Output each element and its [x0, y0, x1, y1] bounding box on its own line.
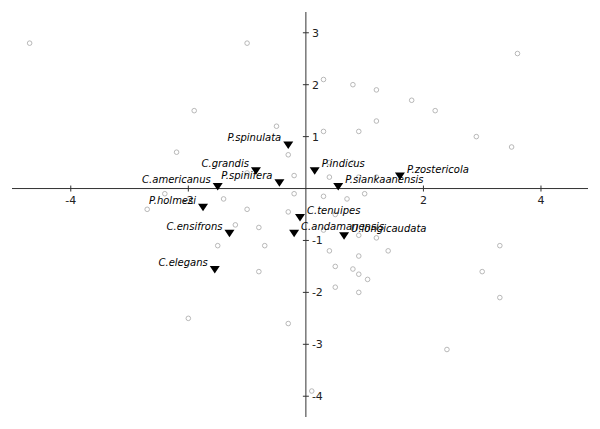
circle-point	[374, 88, 379, 93]
point-label: U.longicaudata	[351, 223, 426, 234]
point-label: P.spinifera	[221, 170, 272, 181]
x-tick	[70, 186, 71, 192]
chart: -4-224-4-3-2-1123P.spinulataC.grandisP.s…	[0, 0, 600, 429]
circle-point	[345, 197, 350, 202]
point-label: P.zostericola	[407, 164, 469, 175]
circle-point	[445, 347, 450, 352]
circle-point	[474, 134, 479, 139]
circle-point	[27, 41, 32, 46]
x-tick	[423, 186, 424, 192]
circle-point	[362, 191, 367, 196]
circle-point	[327, 249, 332, 254]
point-label: C.americanus	[142, 174, 211, 185]
circle-point	[327, 175, 332, 180]
circle-point	[221, 197, 226, 202]
circle-point	[409, 98, 414, 103]
circle-point	[309, 389, 314, 394]
circle-point	[145, 207, 150, 212]
circle-point	[292, 191, 297, 196]
circle-point	[509, 145, 514, 150]
triangle-point	[333, 183, 343, 191]
circle-point	[245, 207, 250, 212]
circle-point	[321, 129, 326, 134]
y-tick	[303, 84, 309, 85]
triangle-point	[210, 266, 220, 274]
point-labels: P.spinulata C.grandisP.spinifera C.america…	[142, 132, 469, 268]
x-tick-label: 4	[537, 194, 544, 207]
circle-point	[321, 77, 326, 82]
circle-point	[374, 119, 379, 124]
circle-point	[356, 129, 361, 134]
point-label: C.tenuipes	[307, 205, 360, 216]
y-tick	[303, 344, 309, 345]
point-label: P.siankaanensis	[345, 174, 423, 185]
y-tick-label: -1	[312, 234, 323, 247]
triangle-point	[289, 230, 299, 238]
circle-point	[257, 225, 262, 230]
y-tick	[303, 32, 309, 33]
circle-point	[356, 290, 361, 295]
triangle-point	[310, 167, 320, 175]
y-tick	[303, 136, 309, 137]
circle-point	[480, 269, 485, 274]
circle-point	[245, 41, 250, 46]
x-tick-label: -4	[65, 194, 76, 207]
y-tick-label: -3	[312, 338, 323, 351]
triangle-point	[213, 183, 223, 191]
circle-point	[292, 173, 297, 178]
circle-point	[433, 108, 438, 113]
triangle-point	[198, 204, 208, 212]
circle-point	[333, 264, 338, 269]
point-label: C.elegans	[158, 257, 207, 268]
point-label: C.grandis	[201, 158, 248, 169]
circle-point	[274, 124, 279, 129]
triangle-point	[339, 232, 349, 240]
y-tick	[303, 292, 309, 293]
circle-point	[374, 236, 379, 241]
marks	[27, 41, 519, 393]
point-label: P.indicus	[322, 158, 365, 169]
y-tick	[303, 396, 309, 397]
x-tick	[188, 186, 189, 192]
circle-point	[498, 243, 503, 248]
triangle-point	[283, 141, 293, 149]
circle-point	[515, 51, 520, 56]
circle-point	[286, 210, 291, 215]
x-tick-label: 2	[420, 194, 427, 207]
circle-point	[386, 249, 391, 254]
circle-point	[351, 82, 356, 87]
triangle-point	[274, 179, 284, 187]
point-label: P.spinulata	[227, 132, 281, 143]
circle-point	[215, 243, 220, 248]
circle-point	[186, 316, 191, 321]
circle-point	[262, 243, 267, 248]
circle-point	[233, 223, 238, 228]
circle-point	[351, 267, 356, 272]
point-label: C.ensifrons	[167, 221, 223, 232]
circle-point	[365, 277, 370, 282]
circle-point	[192, 108, 197, 113]
point-label: P.holmesi	[149, 195, 196, 206]
circle-point	[356, 272, 361, 277]
y-tick	[303, 240, 309, 241]
circle-point	[498, 295, 503, 300]
y-tick-label: 3	[312, 27, 319, 40]
circle-point	[286, 152, 291, 157]
x-tick	[540, 186, 541, 192]
circle-point	[356, 254, 361, 259]
y-tick-label: -2	[312, 286, 323, 299]
triangle-point	[224, 230, 234, 238]
circle-point	[286, 321, 291, 326]
circle-point	[333, 285, 338, 290]
circle-point	[257, 269, 262, 274]
y-tick-label: 2	[312, 79, 319, 92]
circle-point	[174, 150, 179, 155]
circle-point	[321, 194, 326, 199]
x-axis-line	[12, 188, 588, 189]
y-tick-label: 1	[312, 131, 319, 144]
